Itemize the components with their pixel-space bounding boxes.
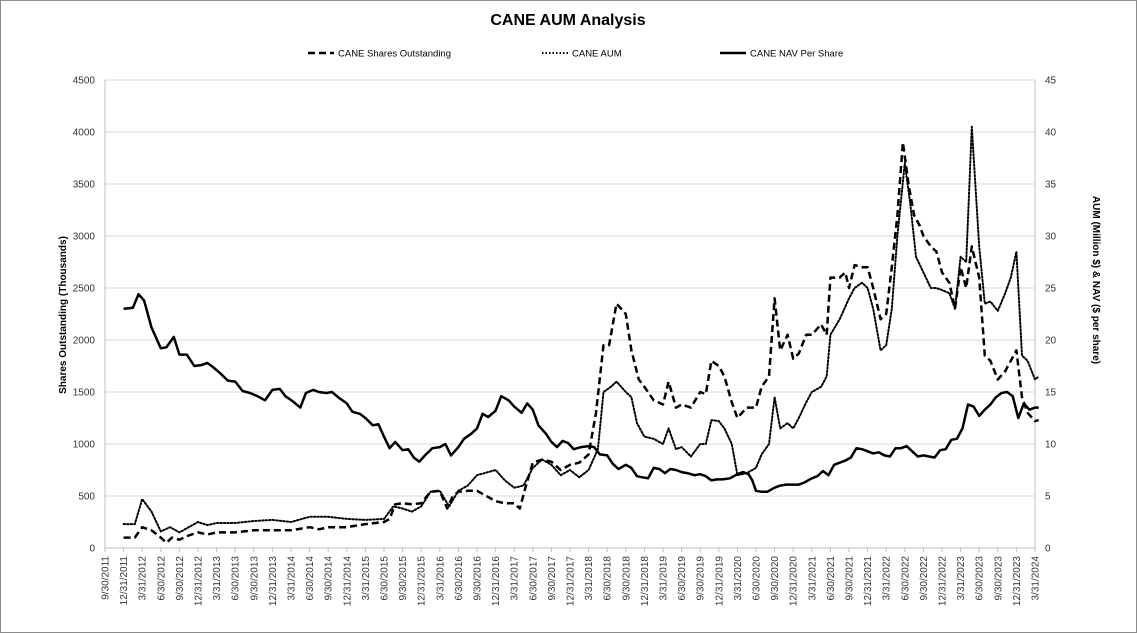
x-tick-label: 9/30/2016 bbox=[473, 556, 484, 601]
x-tick-label: 9/30/2019 bbox=[696, 556, 707, 601]
x-tick-label: 9/30/2021 bbox=[845, 556, 856, 601]
x-tick-label: 3/31/2023 bbox=[956, 556, 967, 601]
x-tick-label: 6/30/2018 bbox=[603, 556, 614, 601]
x-tick-label: 3/31/2020 bbox=[733, 556, 744, 601]
y-left-tick-label: 1500 bbox=[73, 388, 96, 399]
legend: CANE Shares Outstanding CANE AUM CANE NA… bbox=[308, 49, 843, 60]
series-line-nav-per-share bbox=[123, 292, 1039, 494]
x-tick-label: 3/31/2014 bbox=[287, 556, 298, 601]
x-tick-label: 12/31/2015 bbox=[417, 556, 428, 606]
x-tick-label: 6/30/2019 bbox=[677, 556, 688, 601]
x-tick-label: 9/30/2023 bbox=[993, 556, 1004, 601]
y-right-tick-label: 20 bbox=[1045, 336, 1057, 347]
chart-title: CANE AUM Analysis bbox=[490, 12, 645, 29]
y-left-tick-label: 3500 bbox=[73, 180, 96, 191]
y-right-tick-label: 10 bbox=[1045, 440, 1057, 451]
x-tick-label: 12/31/2022 bbox=[938, 556, 949, 606]
y-left-axis-title: Shares Outstanding (Thousands) bbox=[58, 236, 69, 394]
y-left-tick-label: 4500 bbox=[73, 76, 96, 87]
series-lines bbox=[122, 125, 1040, 545]
y-left-tick-label: 4000 bbox=[73, 128, 96, 139]
x-tick-label: 6/30/2014 bbox=[305, 556, 316, 601]
y-right-tick-label: 25 bbox=[1045, 284, 1057, 295]
x-tick-label: 3/31/2018 bbox=[584, 556, 595, 601]
x-tick-label: 3/31/2016 bbox=[435, 556, 446, 601]
x-tick-label: 3/31/2024 bbox=[1031, 556, 1042, 601]
y-left-ticks: 0 500 1000 1500 2000 2500 3000 3500 4000 4500 bbox=[73, 76, 96, 555]
y-left-tick-label: 0 bbox=[89, 544, 95, 555]
x-tick-label: 6/30/2022 bbox=[900, 556, 911, 601]
x-tick-label: 9/30/2011 bbox=[101, 556, 112, 600]
x-tick-label: 3/31/2015 bbox=[361, 556, 372, 601]
x-tick-label: 6/30/2021 bbox=[826, 556, 837, 601]
y-right-tick-label: 0 bbox=[1045, 544, 1051, 555]
y-right-tick-label: 35 bbox=[1045, 180, 1057, 191]
y-right-tick-label: 5 bbox=[1045, 492, 1051, 503]
y-right-tick-label: 45 bbox=[1045, 76, 1057, 87]
legend-label-nav: CANE NAV Per Share bbox=[750, 49, 843, 60]
x-tick-label: 6/30/2015 bbox=[380, 556, 391, 601]
legend-label-aum: CANE AUM bbox=[572, 49, 622, 60]
x-tick-label: 12/31/2011 bbox=[119, 556, 130, 606]
y-left-tick-label: 1000 bbox=[73, 440, 96, 451]
x-tick-label: 6/30/2013 bbox=[231, 556, 242, 601]
series-line-aum bbox=[122, 125, 1040, 534]
x-tick-label: 9/30/2018 bbox=[621, 556, 632, 601]
y-right-tick-label: 15 bbox=[1045, 388, 1057, 399]
x-tick-label: 12/31/2020 bbox=[789, 556, 800, 606]
y-left-tick-label: 2500 bbox=[73, 284, 96, 295]
x-tick-label: 12/31/2016 bbox=[491, 556, 502, 606]
x-tick-label: 12/31/2012 bbox=[194, 556, 205, 606]
x-tick-label: 12/31/2017 bbox=[566, 556, 577, 606]
x-tick-label: 6/30/2012 bbox=[156, 556, 167, 601]
series-line-shares-outstanding bbox=[123, 141, 1040, 545]
y-left-tick-label: 2000 bbox=[73, 336, 96, 347]
x-tick-label: 3/31/2022 bbox=[882, 556, 893, 601]
y-right-axis-title: AUM (Million $) & NAV ($ per share) bbox=[1090, 196, 1101, 364]
x-tick-label: 6/30/2020 bbox=[752, 556, 763, 601]
y-left-tick-label: 3000 bbox=[73, 232, 96, 243]
gridlines bbox=[104, 79, 1036, 549]
x-tick-label: 9/30/2014 bbox=[324, 556, 335, 601]
x-tick-label: 6/30/2023 bbox=[975, 556, 986, 601]
x-tick-label: 12/31/2021 bbox=[863, 556, 874, 606]
y-left-tick-label: 500 bbox=[78, 492, 95, 503]
x-tick-label: 3/31/2019 bbox=[659, 556, 670, 601]
x-tick-label: 9/30/2017 bbox=[547, 556, 558, 601]
x-tick-label: 9/30/2013 bbox=[249, 556, 260, 601]
x-tick-label: 12/31/2014 bbox=[342, 556, 353, 606]
legend-label-shares: CANE Shares Outstanding bbox=[338, 49, 451, 60]
x-tick-label: 3/31/2013 bbox=[212, 556, 223, 601]
y-right-ticks: 0 5 10 15 20 25 30 35 40 45 bbox=[1045, 76, 1057, 555]
x-tick-label: 3/31/2017 bbox=[510, 556, 521, 601]
x-tick-label: 9/30/2020 bbox=[770, 556, 781, 601]
x-tick-label: 12/31/2013 bbox=[268, 556, 279, 606]
y-right-tick-label: 30 bbox=[1045, 232, 1057, 243]
x-tick-label: 6/30/2016 bbox=[454, 556, 465, 601]
y-right-tick-label: 40 bbox=[1045, 128, 1057, 139]
x-tick-label: 12/31/2018 bbox=[640, 556, 651, 606]
x-tick-label: 9/30/2012 bbox=[175, 556, 186, 601]
x-tick-label: 12/31/2023 bbox=[1012, 556, 1023, 606]
x-tick-label: 12/31/2019 bbox=[714, 556, 725, 606]
x-tick-label: 3/31/2012 bbox=[138, 556, 149, 601]
x-axis-ticks: 9/30/2011 12/31/2011 3/31/2012 6/30/2012 9/3… bbox=[101, 548, 1042, 606]
x-tick-label: 6/30/2017 bbox=[528, 556, 539, 601]
x-tick-label: 9/30/2015 bbox=[398, 556, 409, 601]
x-tick-label: 3/31/2021 bbox=[807, 556, 818, 601]
x-tick-label: 9/30/2022 bbox=[919, 556, 930, 601]
